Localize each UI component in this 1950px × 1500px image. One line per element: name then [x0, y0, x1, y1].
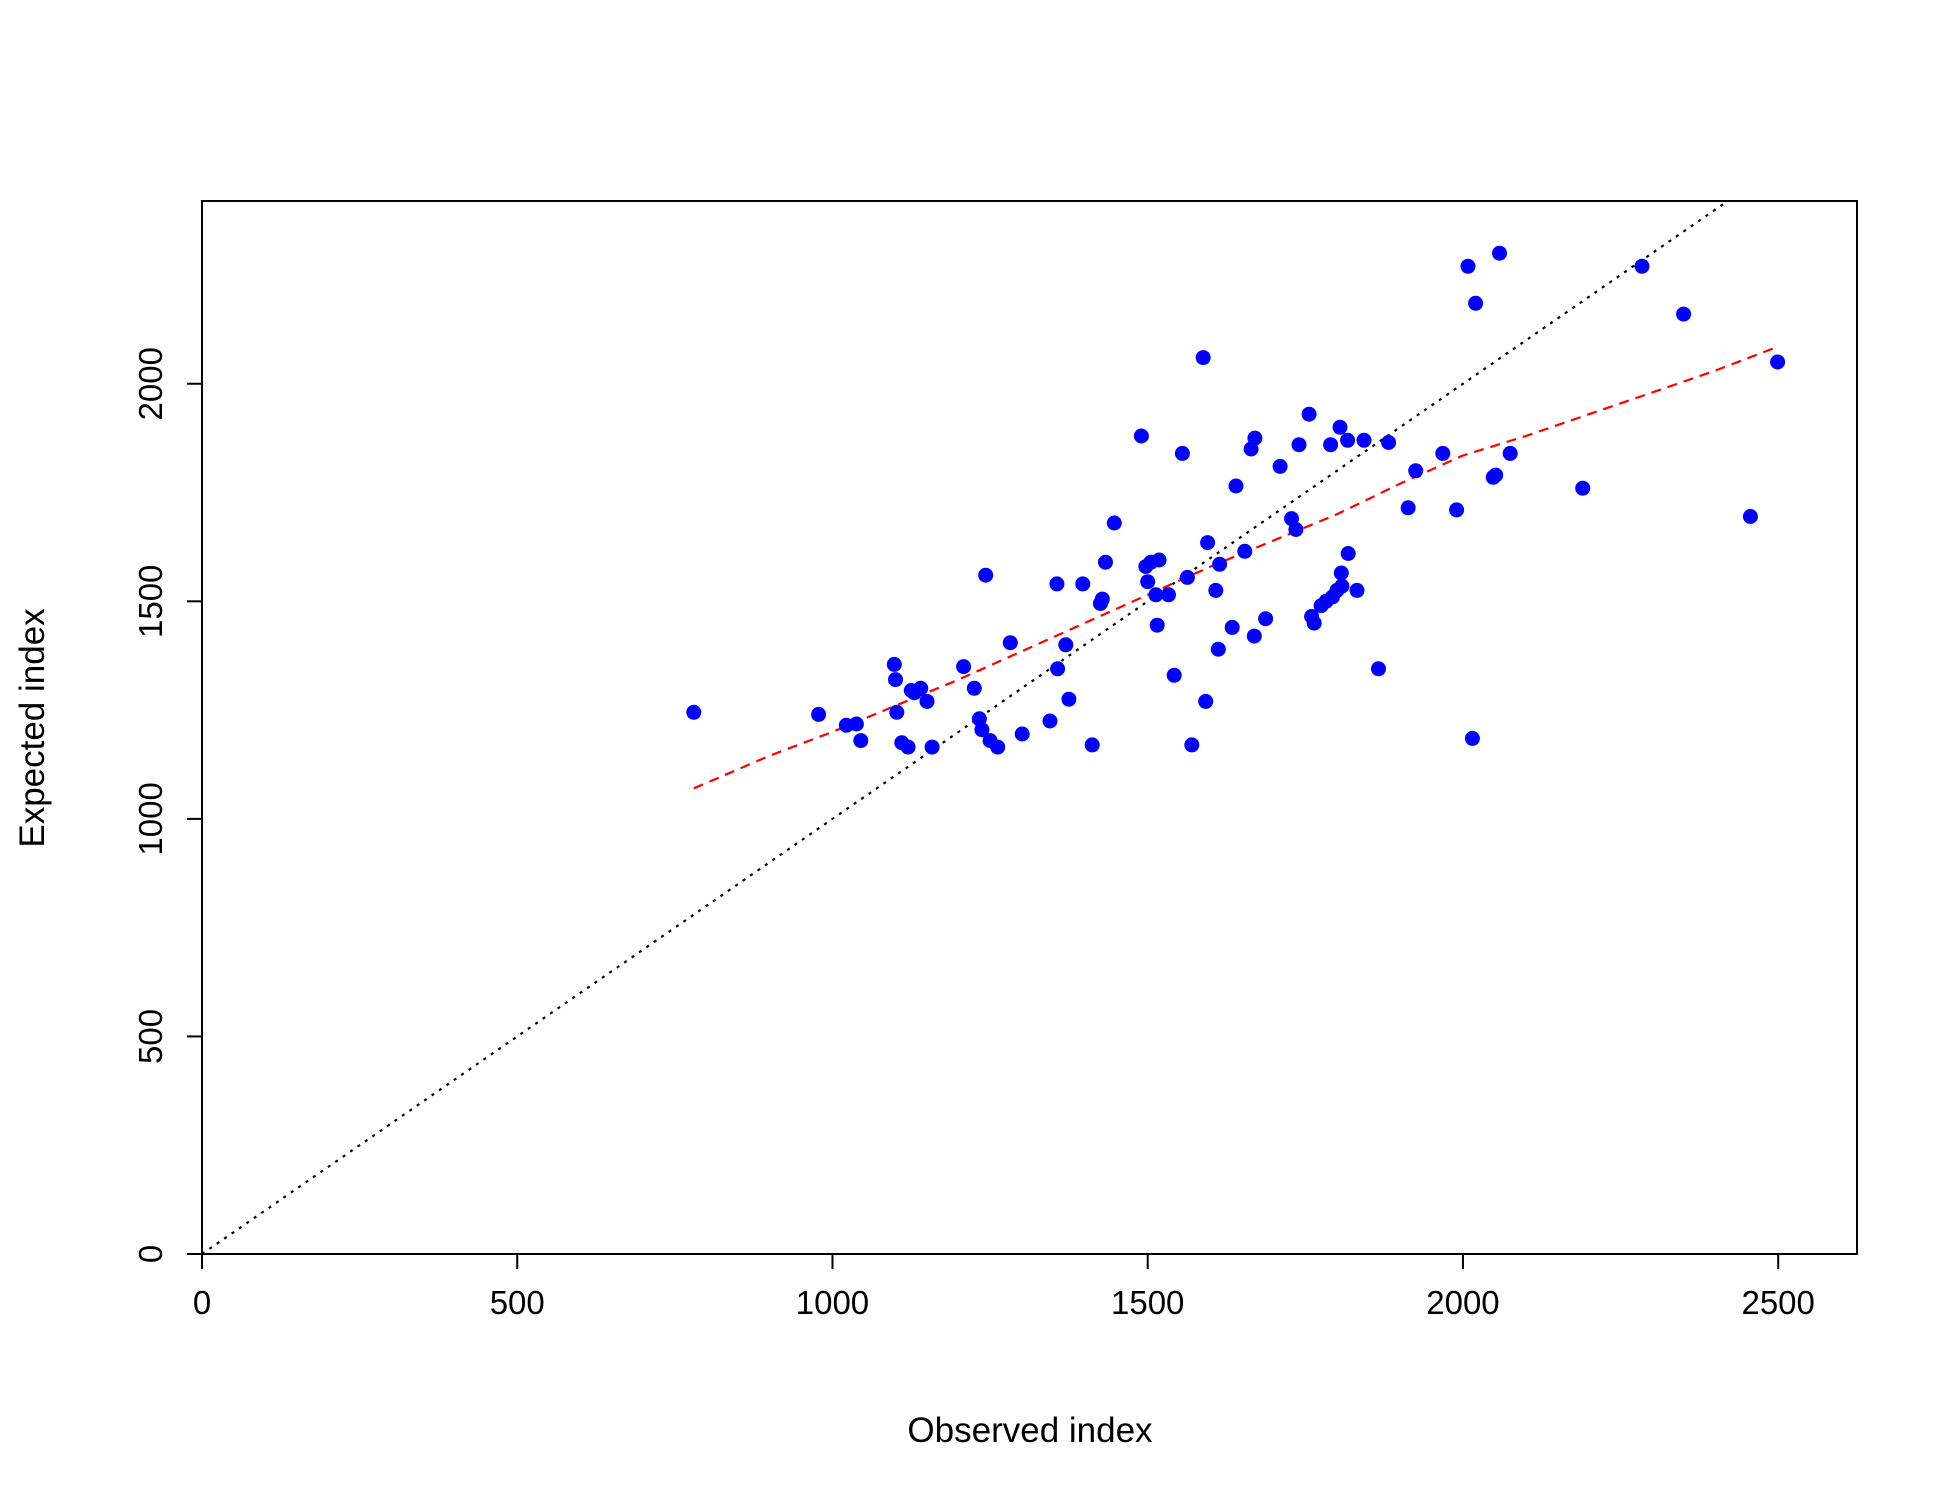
data-point: [1332, 419, 1348, 435]
x-tick-label: 0: [193, 1284, 211, 1321]
data-point: [924, 739, 940, 755]
data-point: [686, 704, 702, 720]
data-point: [1449, 502, 1465, 518]
data-point: [1133, 428, 1149, 444]
reference-diagonal-line: [202, 201, 1729, 1254]
data-point: [1340, 432, 1356, 448]
data-point: [1323, 437, 1339, 453]
data-point: [888, 672, 903, 688]
data-point: [1042, 713, 1058, 729]
data-point: [1050, 661, 1066, 677]
data-point: [1098, 554, 1113, 570]
data-point: [1356, 432, 1372, 448]
data-point: [1247, 430, 1263, 446]
data-point: [1381, 435, 1397, 450]
plot-area: [202, 201, 1786, 1254]
data-point: [1464, 730, 1480, 746]
data-point: [1195, 350, 1211, 366]
data-point: [848, 716, 864, 732]
data-point: [900, 739, 916, 755]
data-point: [1224, 619, 1240, 635]
data-point: [1210, 641, 1226, 657]
data-point: [1742, 509, 1758, 524]
data-point: [1200, 535, 1216, 551]
y-tick-label: 500: [132, 1009, 169, 1064]
data-point: [1272, 458, 1288, 474]
data-point: [1179, 569, 1195, 585]
data-point: [1174, 445, 1190, 461]
data-point: [1237, 543, 1253, 559]
y-axis-label: Expected index: [13, 608, 52, 848]
data-point: [1049, 576, 1065, 592]
data-point: [1488, 467, 1504, 483]
data-point: [1084, 737, 1100, 753]
data-point: [1291, 437, 1307, 453]
data-point: [853, 733, 869, 749]
data-point: [1575, 480, 1591, 496]
data-point: [1340, 546, 1356, 561]
y-axis: 0 500 1000 1500 2000: [132, 347, 203, 1263]
x-tick-label: 1000: [796, 1284, 869, 1321]
data-point: [1014, 726, 1030, 742]
data-point: [1061, 691, 1077, 707]
data-point: [1208, 582, 1224, 598]
data-point: [1149, 617, 1165, 633]
data-point: [956, 659, 972, 675]
data-point: [978, 567, 994, 583]
data-point: [1435, 445, 1451, 461]
data-point: [1161, 587, 1176, 603]
x-tick-label: 500: [490, 1284, 545, 1321]
data-point: [889, 704, 905, 720]
data-point: [1634, 258, 1650, 274]
data-point: [1770, 354, 1786, 370]
data-point: [1246, 628, 1262, 644]
data-point: [990, 739, 1006, 755]
x-axis-label: Observed index: [907, 1411, 1153, 1450]
y-tick-label: 1000: [132, 782, 169, 855]
data-point: [1371, 661, 1386, 677]
data-point: [1166, 667, 1182, 683]
data-point: [1333, 565, 1349, 581]
x-axis: 0 500 1000 1500 2000 2500: [193, 1253, 1815, 1321]
data-point: [1106, 515, 1122, 531]
data-point: [811, 706, 827, 722]
data-point: [1228, 478, 1244, 494]
data-point: [1492, 245, 1507, 261]
data-point: [1140, 574, 1156, 590]
data-point: [1468, 295, 1484, 311]
data-point: [1288, 522, 1304, 537]
data-point: [1460, 258, 1476, 274]
y-tick-label: 0: [132, 1245, 169, 1263]
plot-frame: [201, 200, 1858, 1255]
data-point: [1301, 406, 1317, 422]
data-point: [1058, 637, 1074, 653]
x-tick-label: 1500: [1111, 1284, 1184, 1321]
data-point: [1212, 556, 1228, 572]
data-point: [974, 722, 990, 738]
data-point: [1075, 576, 1091, 592]
data-point: [1676, 306, 1692, 322]
data-point: [1349, 582, 1365, 598]
data-point: [1002, 635, 1018, 651]
data-point: [1198, 693, 1214, 709]
data-point: [1502, 445, 1518, 461]
y-tick-label: 1500: [132, 565, 169, 638]
data-point: [1334, 578, 1350, 594]
x-tick-label: 2500: [1741, 1284, 1814, 1321]
y-tick-label: 2000: [132, 347, 169, 420]
data-point: [1258, 611, 1274, 627]
data-point: [919, 693, 935, 709]
data-point: [1148, 587, 1164, 603]
data-point: [1400, 500, 1416, 516]
data-point: [886, 656, 902, 672]
x-tick-label: 2000: [1426, 1284, 1499, 1321]
data-point: [1184, 737, 1200, 753]
data-point: [913, 680, 929, 696]
data-point: [1408, 463, 1424, 479]
data-point: [966, 680, 982, 696]
data-point: [1306, 615, 1322, 631]
data-point: [1094, 591, 1110, 607]
data-point: [1151, 552, 1167, 568]
